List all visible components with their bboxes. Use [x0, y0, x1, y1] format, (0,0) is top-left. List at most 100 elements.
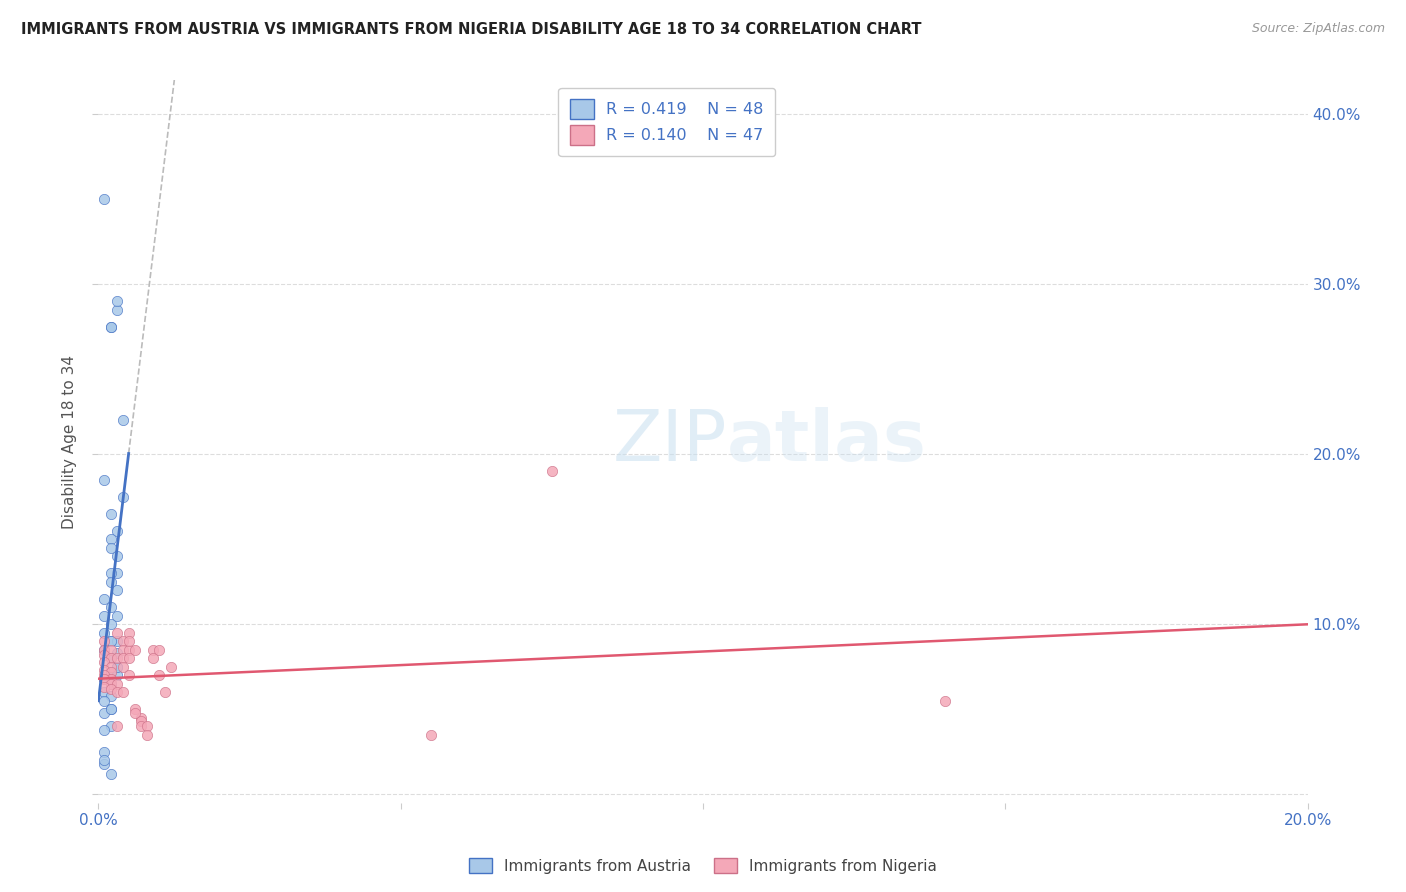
Point	[129, 719, 152, 733]
Point	[100, 651, 122, 665]
Point	[105, 668, 128, 682]
Point	[153, 685, 176, 699]
Point	[100, 574, 122, 589]
Point	[111, 413, 134, 427]
Point	[100, 651, 122, 665]
Point	[105, 294, 128, 309]
Point	[105, 651, 128, 665]
Point	[105, 625, 128, 640]
Point	[142, 642, 165, 657]
Point	[105, 660, 128, 674]
Point	[100, 665, 122, 679]
Point	[105, 608, 128, 623]
Point	[124, 702, 146, 716]
Point	[100, 677, 122, 691]
Text: ZIP: ZIP	[613, 407, 727, 476]
Point	[105, 719, 128, 733]
Point	[100, 319, 122, 334]
Point	[105, 566, 128, 581]
Point	[93, 672, 115, 686]
Point	[93, 591, 115, 606]
Point	[111, 490, 134, 504]
Point	[100, 702, 122, 716]
Point	[118, 651, 141, 665]
Legend: Immigrants from Austria, Immigrants from Nigeria: Immigrants from Austria, Immigrants from…	[463, 852, 943, 880]
Point	[124, 706, 146, 720]
Point	[111, 660, 134, 674]
Point	[93, 680, 115, 694]
Point	[111, 685, 134, 699]
Point	[420, 728, 443, 742]
Point	[105, 549, 128, 564]
Point	[100, 702, 122, 716]
Point	[93, 694, 115, 708]
Point	[105, 660, 128, 674]
Point	[100, 719, 122, 733]
Point	[93, 668, 115, 682]
Point	[93, 756, 115, 771]
Point	[118, 625, 141, 640]
Point	[93, 648, 115, 662]
Point	[93, 655, 115, 669]
Point	[93, 642, 115, 657]
Text: Source: ZipAtlas.com: Source: ZipAtlas.com	[1251, 22, 1385, 36]
Point	[100, 677, 122, 691]
Point	[129, 714, 152, 729]
Point	[124, 642, 146, 657]
Point	[93, 625, 115, 640]
Point	[105, 524, 128, 538]
Point	[100, 767, 122, 781]
Point	[93, 753, 115, 767]
Point	[93, 608, 115, 623]
Point	[118, 668, 141, 682]
Point	[118, 634, 141, 648]
Point	[111, 651, 134, 665]
Point	[93, 685, 115, 699]
Point	[118, 642, 141, 657]
Point	[148, 668, 170, 682]
Point	[160, 660, 183, 674]
Point	[100, 665, 122, 679]
Point	[100, 634, 122, 648]
Point	[105, 634, 128, 648]
Point	[111, 634, 134, 648]
Text: IMMIGRANTS FROM AUSTRIA VS IMMIGRANTS FROM NIGERIA DISABILITY AGE 18 TO 34 CORRE: IMMIGRANTS FROM AUSTRIA VS IMMIGRANTS FR…	[21, 22, 921, 37]
Point	[100, 507, 122, 521]
Point	[100, 533, 122, 547]
Legend: R = 0.419    N = 48, R = 0.140    N = 47: R = 0.419 N = 48, R = 0.140 N = 47	[558, 88, 775, 156]
Point	[100, 541, 122, 555]
Point	[93, 723, 115, 737]
Point	[100, 660, 122, 674]
Point	[93, 706, 115, 720]
Point	[100, 634, 122, 648]
Point	[100, 672, 122, 686]
Point	[93, 634, 115, 648]
Point	[135, 728, 157, 742]
Point	[93, 745, 115, 759]
Point	[111, 642, 134, 657]
Point	[129, 711, 152, 725]
Point	[93, 473, 115, 487]
Point	[100, 566, 122, 581]
Point	[93, 192, 115, 206]
Point	[100, 600, 122, 615]
Point	[105, 685, 128, 699]
Point	[142, 651, 165, 665]
Point	[100, 319, 122, 334]
Point	[934, 694, 956, 708]
Point	[135, 719, 157, 733]
Point	[100, 642, 122, 657]
Point	[148, 642, 170, 657]
Point	[93, 642, 115, 657]
Point	[105, 583, 128, 598]
Point	[100, 689, 122, 703]
Y-axis label: Disability Age 18 to 34: Disability Age 18 to 34	[62, 354, 77, 529]
Point	[105, 677, 128, 691]
Text: atlas: atlas	[727, 407, 927, 476]
Point	[105, 302, 128, 317]
Point	[93, 672, 115, 686]
Point	[105, 646, 128, 660]
Point	[93, 663, 115, 677]
Point	[100, 617, 122, 632]
Point	[540, 464, 562, 478]
